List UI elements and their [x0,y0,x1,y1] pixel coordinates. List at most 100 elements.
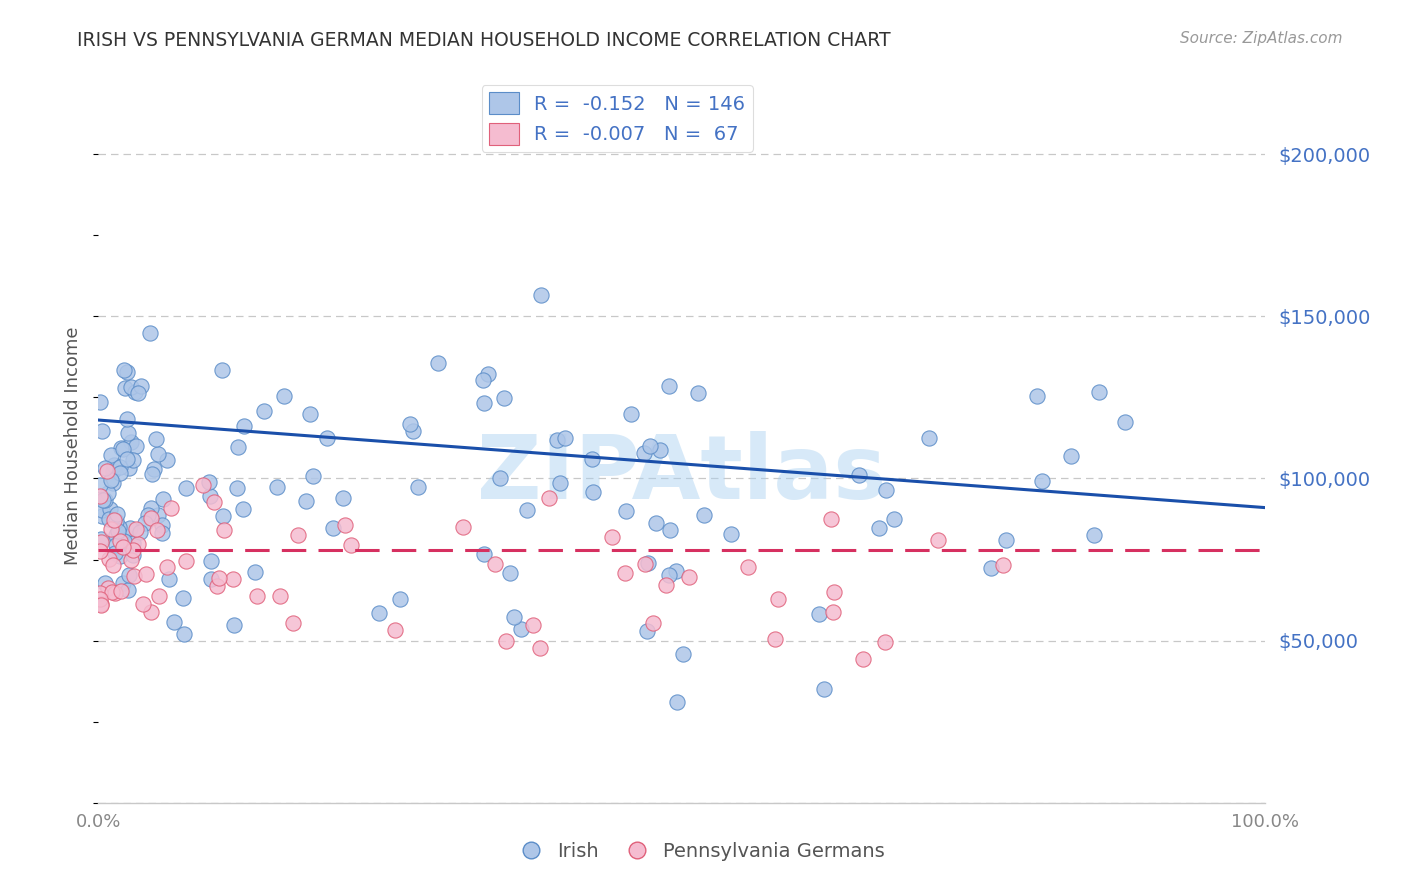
Point [546,433,568,447]
Point [408,479,430,493]
Point [125,522,148,536]
Point [200,553,222,567]
Point [89,490,111,504]
Point [477,368,499,382]
Point [108,459,131,474]
Point [114,381,136,395]
Point [112,442,135,457]
Point [207,571,229,585]
Point [269,589,291,603]
Point [103,476,125,491]
Point [918,431,941,445]
Point [659,523,682,537]
Point [160,501,183,516]
Point [848,467,870,482]
Point [927,533,949,547]
Point [225,481,247,495]
Point [637,556,659,570]
Point [98,512,121,526]
Point [316,431,339,445]
Point [737,560,759,574]
Point [616,504,638,518]
Point [883,512,905,526]
Point [156,453,179,467]
Point [141,467,163,482]
Point [118,461,141,475]
Text: Source: ZipAtlas.com: Source: ZipAtlas.com [1180,31,1343,46]
Point [620,407,643,421]
Point [232,418,254,433]
Point [90,599,112,613]
Point [97,552,120,566]
Point [492,391,515,405]
Point [658,379,681,393]
Point [1088,384,1111,399]
Point [100,473,122,487]
Point [104,586,127,600]
Point [127,385,149,400]
Point [90,597,112,611]
Point [124,439,146,453]
Point [129,378,152,392]
Point [1060,449,1083,463]
Point [200,572,222,586]
Point [89,591,111,606]
Point [472,548,495,562]
Point [807,607,830,622]
Point [472,396,495,410]
Point [600,530,623,544]
Point [253,403,276,417]
Point [228,440,250,454]
Point [191,478,214,492]
Point [499,566,522,581]
Point [173,627,195,641]
Point [665,695,688,709]
Point [89,544,111,558]
Point [90,503,112,517]
Point [108,467,131,481]
Point [94,576,117,591]
Point [510,622,533,636]
Point [132,597,155,611]
Point [654,578,676,592]
Point [633,446,655,460]
Point [145,432,167,446]
Point [332,491,354,506]
Point [273,389,295,403]
Point [489,471,512,485]
Point [340,538,363,552]
Point [117,425,139,440]
Point [97,581,120,595]
Point [665,564,688,578]
Point [89,478,111,492]
Point [118,567,141,582]
Point [105,507,128,521]
Point [146,523,169,537]
Point [89,586,111,600]
Point [471,373,494,387]
Point [97,486,120,500]
Legend: Irish, Pennsylvania Germans: Irish, Pennsylvania Germans [515,834,891,869]
Point [118,521,141,535]
Point [202,494,225,508]
Point [155,560,177,574]
Point [146,447,169,461]
Point [388,591,411,606]
Point [112,540,135,554]
Point [135,567,157,582]
Point [581,452,603,467]
Point [222,573,245,587]
Point [107,524,129,539]
Point [139,326,162,341]
Point [875,483,897,497]
Point [90,535,112,549]
Point [124,384,146,399]
Point [502,610,524,624]
Point [1114,416,1136,430]
Text: IRISH VS PENNSYLVANIA GERMAN MEDIAN HOUSEHOLD INCOME CORRELATION CHART: IRISH VS PENNSYLVANIA GERMAN MEDIAN HOUS… [77,31,891,50]
Point [120,553,142,567]
Point [522,617,544,632]
Point [129,524,152,539]
Point [658,567,681,582]
Point [516,503,538,517]
